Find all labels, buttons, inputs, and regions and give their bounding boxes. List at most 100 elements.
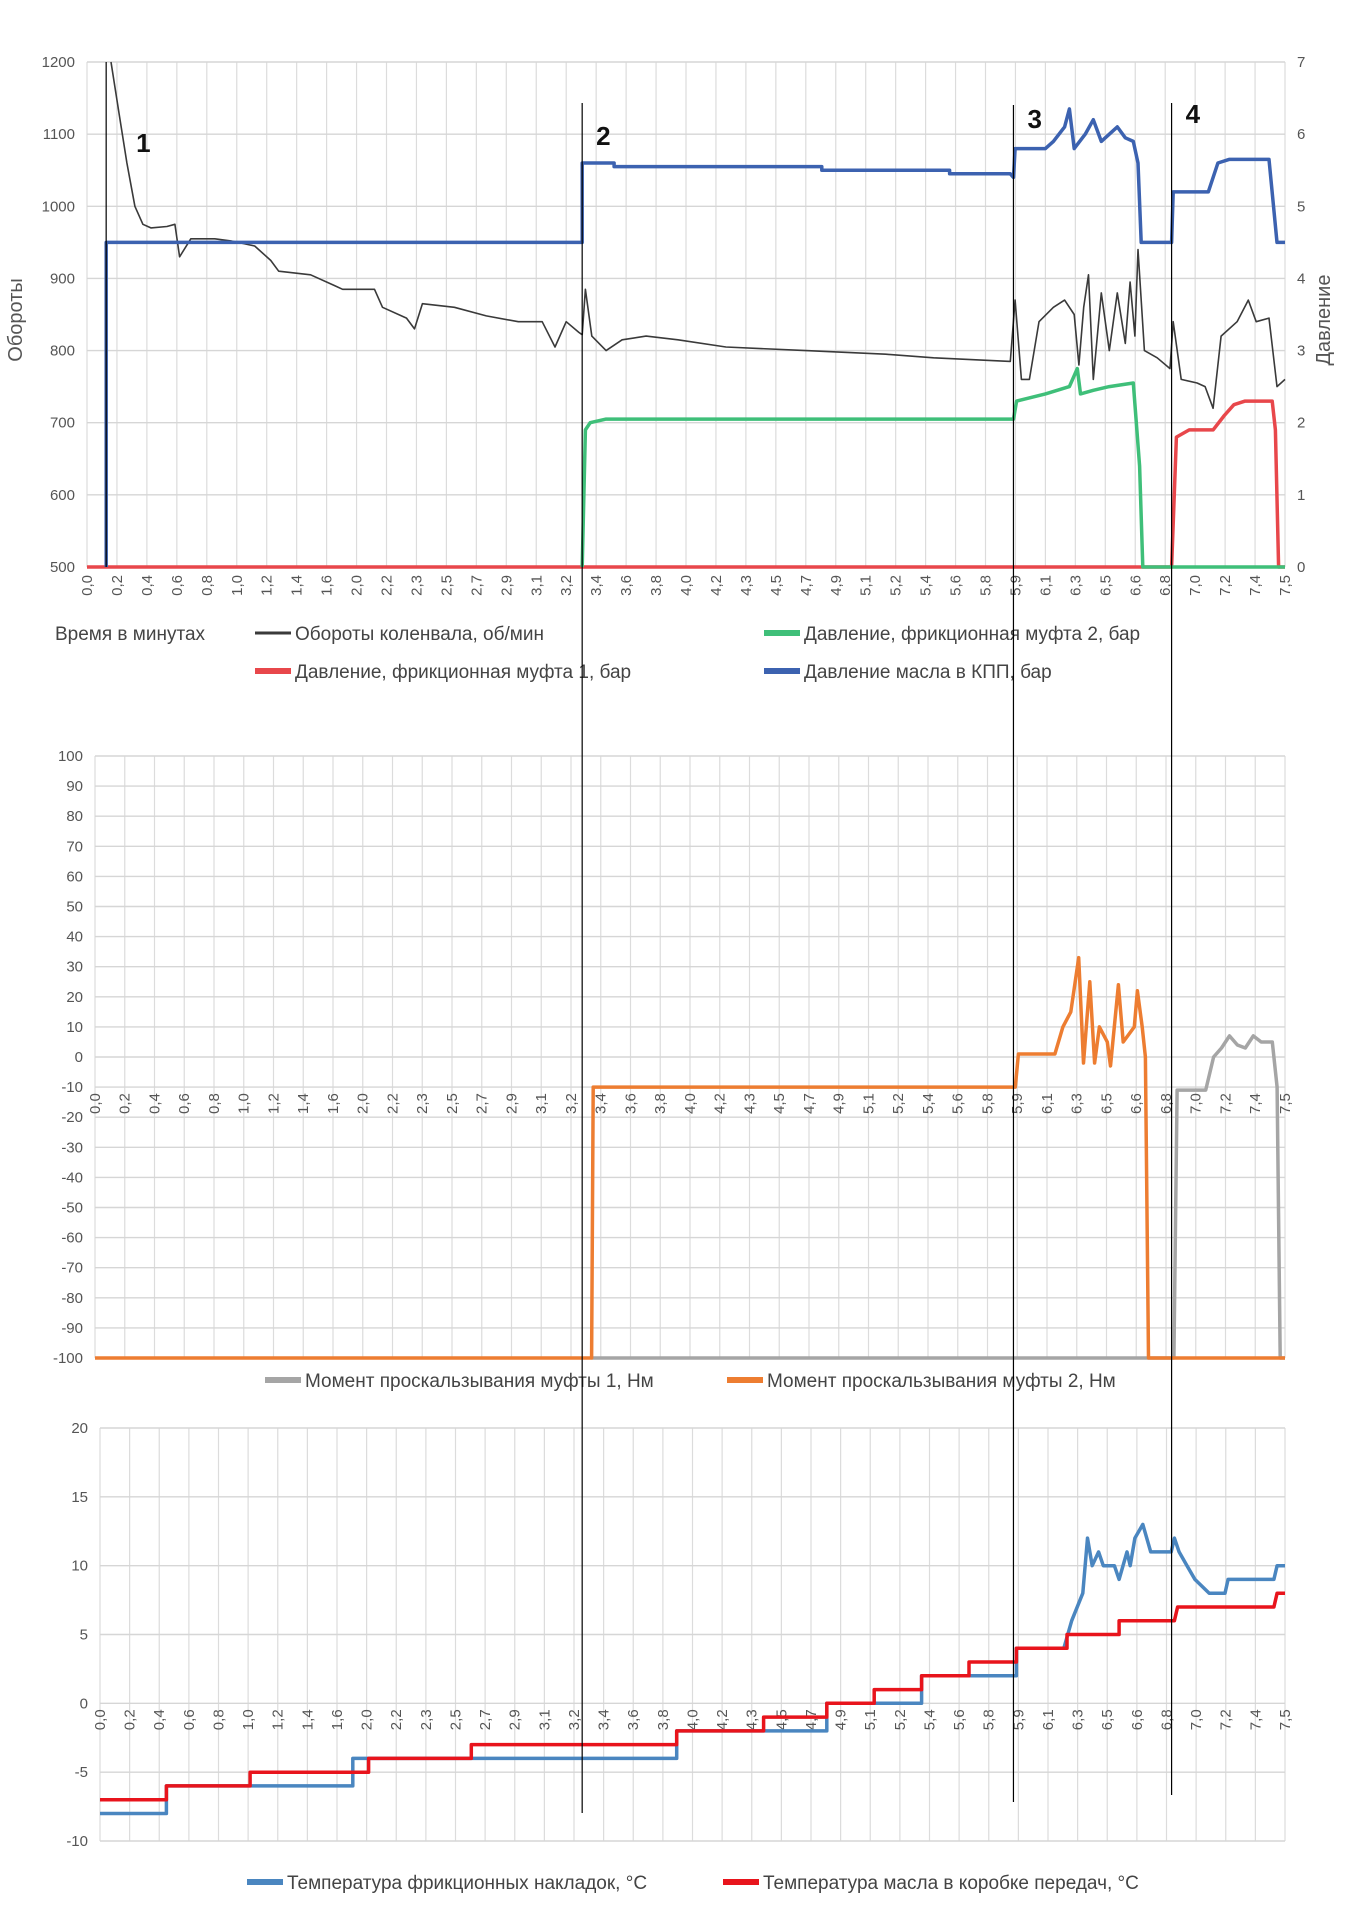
x-tick-label: 5,9: [1010, 1709, 1027, 1730]
y-tick-label: 700: [50, 415, 75, 432]
y-tick-label: -10: [66, 1833, 88, 1850]
x-tick-label: 2,2: [385, 1093, 402, 1114]
y-tick-label: 900: [50, 270, 75, 287]
x-tick-label: 4,3: [738, 575, 755, 596]
x-tick-label: 6,1: [1037, 575, 1054, 596]
x-tick-label: 5,2: [888, 575, 905, 596]
y-tick-label: 0: [75, 1049, 83, 1066]
x-tick-label: 1,4: [295, 1093, 312, 1114]
y2-tick-label: 1: [1297, 487, 1305, 504]
x-tick-label: 3,8: [648, 575, 665, 596]
x-tick-label: 7,5: [1277, 575, 1294, 596]
x-tick-label: 2,7: [477, 1709, 494, 1730]
x-tick-label: 7,4: [1247, 1093, 1264, 1114]
phase-marker-label: 2: [596, 121, 610, 151]
x-tick-label: 7,5: [1277, 1709, 1294, 1730]
x-tick-label: 5,1: [861, 1093, 878, 1114]
series-line-4: [104, 107, 1285, 567]
x-tick-label: 0,2: [109, 575, 126, 596]
y-tick-label: 1100: [43, 126, 75, 143]
x-tick-label: 6,5: [1099, 1709, 1116, 1730]
x-tick-label: 0,0: [87, 1093, 104, 1114]
x-tick-label: 5,8: [980, 1093, 997, 1114]
x-tick-label: 0,8: [211, 1709, 228, 1730]
x-tick-label: 7,2: [1218, 1709, 1235, 1730]
x-tick-label: 6,8: [1159, 1709, 1176, 1730]
x-tick-label: 6,8: [1157, 575, 1174, 596]
x-tick-label: 1,2: [259, 575, 276, 596]
chart-2: -100-90-80-70-60-50-40-30-20-10010203040…: [53, 748, 1294, 1392]
x-tick-label: 3,1: [528, 575, 545, 596]
y-tick-label: 500: [50, 559, 75, 576]
x-tick-label: 7,5: [1277, 1093, 1294, 1114]
y-tick-label: -80: [61, 1290, 83, 1307]
y-tick-label: -40: [61, 1169, 83, 1186]
x-tick-label: 0,4: [151, 1709, 168, 1730]
x-tick-label: 0,6: [176, 1093, 193, 1114]
x-tick-label: 4,9: [828, 575, 845, 596]
y-tick-label: -90: [61, 1320, 83, 1337]
y-tick-label: 10: [71, 1558, 88, 1575]
y-tick-label: 70: [66, 838, 83, 855]
y-tick-label: 20: [71, 1420, 88, 1437]
x-tick-label: 6,5: [1097, 575, 1114, 596]
x-tick-label: 4,0: [678, 575, 695, 596]
phase-marker-label: 3: [1027, 104, 1041, 134]
x-tick-label: 4,9: [833, 1709, 850, 1730]
x-tick-label: 2,3: [414, 1093, 431, 1114]
x-tick-label: 0,8: [206, 1093, 223, 1114]
x-tick-label: 7,2: [1218, 1093, 1235, 1114]
x-tick-label: 3,1: [536, 1709, 553, 1730]
x-tick-label: 5,9: [1007, 575, 1024, 596]
phase-marker-label: 1: [136, 128, 150, 158]
y-tick-label: 100: [58, 748, 83, 765]
x-tick-label: 6,6: [1128, 1093, 1145, 1114]
x-tick-label: 5,1: [858, 575, 875, 596]
x-tick-label: 2,7: [468, 575, 485, 596]
legend-label: Давление, фрикционная муфта 1, бар: [295, 662, 631, 683]
x-tick-label: 7,4: [1247, 575, 1264, 596]
x-tick-label: 0,4: [147, 1093, 164, 1114]
y-tick-label: 1200: [42, 54, 75, 71]
x-tick-label: 2,5: [448, 1709, 465, 1730]
x-tick-label: 2,2: [388, 1709, 405, 1730]
y2-tick-label: 5: [1297, 198, 1305, 215]
x-tick-label: 0,0: [79, 575, 96, 596]
x-tick-label: 4,7: [803, 1709, 820, 1730]
x-tick-label: 0,8: [199, 575, 216, 596]
legend-label: Давление, фрикционная муфта 2, бар: [804, 624, 1140, 645]
x-tick-label: 2,9: [507, 1709, 524, 1730]
y-tick-label: 1000: [42, 198, 75, 215]
x-tick-label: 1,4: [289, 575, 306, 596]
x-tick-label: 6,1: [1040, 1709, 1057, 1730]
x-tick-label: 2,0: [349, 575, 366, 596]
y-tick-label: 40: [66, 929, 83, 946]
x-tick-label: 1,6: [325, 1093, 342, 1114]
y2-tick-label: 4: [1297, 270, 1305, 287]
x-tick-label: 6,3: [1070, 1709, 1087, 1730]
x-tick-label: 3,4: [588, 575, 605, 596]
series-line-1: [110, 61, 1286, 410]
x-tick-label: 4,3: [742, 1093, 759, 1114]
y-tick-label: -50: [61, 1200, 83, 1217]
y-tick-label: 0: [80, 1695, 88, 1712]
y-tick-label: 5: [80, 1627, 88, 1644]
y2-tick-label: 2: [1297, 415, 1305, 432]
y-tick-label: -20: [61, 1109, 83, 1126]
x-tick-label: 4,2: [708, 575, 725, 596]
x-tick-label: 2,2: [379, 575, 396, 596]
y2-tick-label: 3: [1297, 343, 1305, 360]
legend-label: Момент проскальзывания муфты 2, Нм: [767, 1371, 1116, 1392]
x-tick-label: 2,3: [408, 575, 425, 596]
x-tick-label: 5,1: [862, 1709, 879, 1730]
x-tick-label: 7,0: [1187, 575, 1204, 596]
y2-tick-label: 0: [1297, 559, 1305, 576]
chart-3: -10 -5 0 5 10 15 20 0,0 0,2 0,4 0,6 0,8 1,0 1,2 1,4 1,6…: [66, 1420, 1294, 1894]
x-tick-label: 3,1: [533, 1093, 550, 1114]
x-tick-label: 5,6: [948, 575, 965, 596]
x-tick-label: 7,0: [1188, 1093, 1205, 1114]
x-tick-label: 7,0: [1188, 1709, 1205, 1730]
x-tick-label: 2,0: [355, 1093, 372, 1114]
y2-tick-label: 6: [1297, 126, 1305, 143]
